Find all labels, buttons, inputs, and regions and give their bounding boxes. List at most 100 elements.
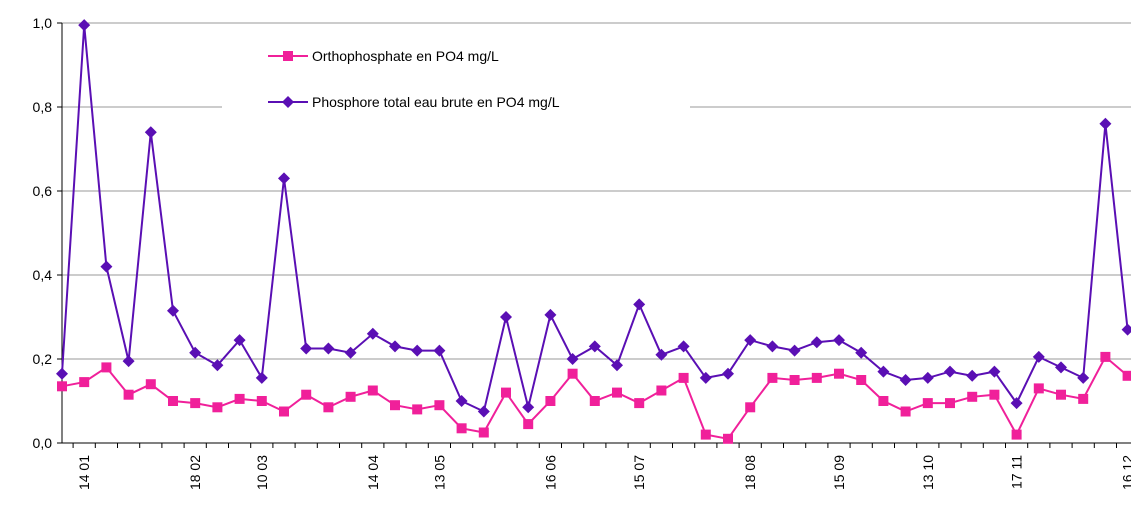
point — [283, 51, 293, 61]
point — [788, 344, 801, 357]
point — [767, 372, 778, 383]
x-tick-label: 18 08 — [742, 455, 758, 490]
point — [79, 377, 90, 388]
point — [722, 367, 734, 380]
point — [1010, 397, 1023, 410]
point — [211, 359, 224, 372]
x-tick-label: 18 02 — [187, 455, 203, 490]
y-tick-label: 1,0 — [33, 15, 53, 31]
point — [1100, 351, 1111, 362]
point — [255, 371, 268, 384]
point — [945, 398, 955, 409]
legend-label: Phosphore total eau brute en PO4 mg/L — [312, 94, 560, 110]
point — [944, 365, 956, 378]
point — [677, 340, 690, 353]
point — [1011, 429, 1022, 440]
point — [477, 405, 490, 418]
point — [478, 427, 489, 438]
point — [699, 371, 712, 384]
point — [988, 365, 1001, 378]
point — [367, 385, 378, 396]
point — [855, 346, 868, 359]
point — [212, 402, 223, 413]
x-tick-label: 14 04 — [365, 455, 381, 490]
x-tick-label: 13 10 — [920, 455, 936, 490]
point — [233, 334, 246, 347]
point — [323, 402, 334, 413]
point — [1122, 370, 1131, 381]
point — [1055, 361, 1067, 374]
point — [144, 126, 157, 139]
point — [412, 404, 423, 415]
point — [744, 334, 757, 347]
point — [966, 369, 979, 382]
legend-box — [222, 30, 690, 135]
point — [433, 344, 446, 357]
point — [300, 342, 313, 355]
x-tick-label: 15 07 — [631, 455, 647, 490]
x-tick-label: 16 06 — [542, 455, 558, 490]
point — [723, 433, 733, 444]
point — [301, 389, 312, 400]
point — [1033, 383, 1044, 394]
point — [501, 387, 511, 398]
point — [167, 304, 179, 317]
point — [56, 367, 68, 380]
point — [279, 406, 289, 417]
point — [57, 381, 67, 392]
point — [656, 385, 667, 396]
point — [655, 348, 668, 361]
point — [678, 372, 689, 383]
point — [766, 340, 779, 353]
point — [634, 398, 645, 409]
x-tick-label: 15 09 — [831, 455, 847, 490]
x-tick-label: 13 05 — [431, 455, 447, 490]
y-tick-label: 0,8 — [33, 99, 53, 115]
point — [456, 423, 467, 434]
point — [545, 396, 556, 406]
point — [856, 375, 867, 385]
point — [500, 311, 512, 323]
point — [190, 398, 201, 409]
point — [566, 353, 579, 365]
point — [389, 340, 401, 353]
point — [1032, 350, 1045, 363]
point — [1099, 117, 1112, 130]
point — [390, 400, 400, 411]
point — [700, 429, 711, 440]
point — [366, 327, 379, 340]
point — [1121, 323, 1131, 336]
point — [611, 359, 623, 372]
point — [834, 368, 844, 379]
point — [612, 387, 622, 398]
point — [544, 308, 557, 321]
point — [1056, 389, 1066, 400]
point — [921, 371, 934, 384]
point — [122, 355, 135, 368]
point — [567, 368, 578, 379]
point — [123, 389, 134, 400]
x-tick-label: 14 01 — [76, 455, 92, 490]
point — [168, 396, 178, 406]
point — [811, 372, 822, 383]
y-tick-label: 0,0 — [33, 435, 53, 451]
point — [833, 334, 845, 347]
point — [922, 398, 933, 409]
point — [434, 400, 445, 411]
point — [899, 374, 912, 386]
y-tick-label: 0,6 — [33, 183, 53, 199]
point — [589, 396, 600, 406]
x-tick-label: 10 03 — [254, 455, 270, 490]
point — [256, 396, 267, 406]
point — [588, 340, 601, 353]
point — [810, 336, 823, 349]
point — [1077, 371, 1090, 384]
point — [322, 342, 335, 355]
legend-label: Orthophosphate en PO4 mg/L — [312, 48, 499, 64]
point — [989, 389, 1000, 400]
point — [411, 344, 424, 357]
point — [877, 365, 890, 378]
x-tick-label: 17 11 — [1009, 455, 1025, 489]
point — [523, 419, 534, 430]
